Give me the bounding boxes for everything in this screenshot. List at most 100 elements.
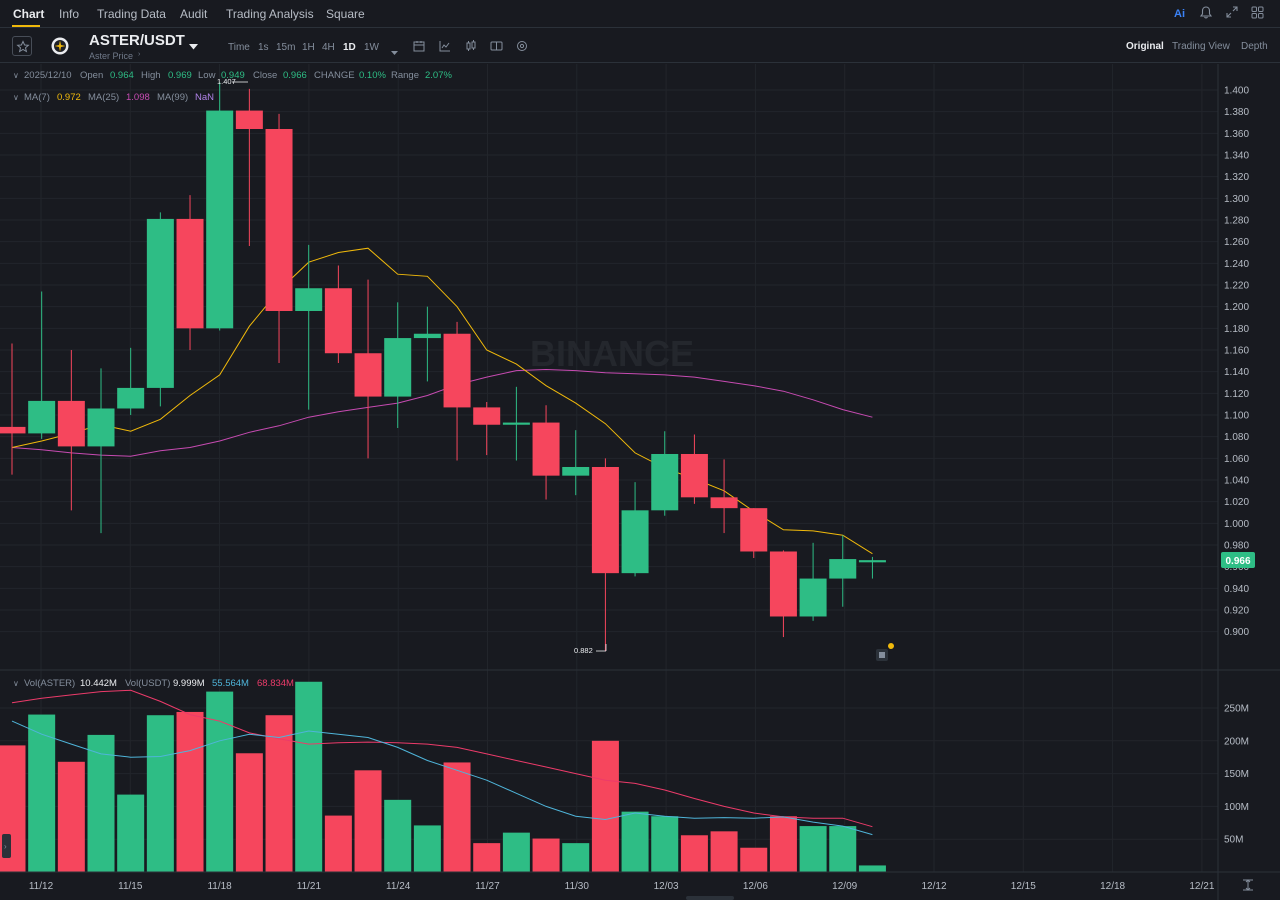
candle-body[interactable] [146,218,174,388]
candle-body[interactable] [858,560,886,563]
axis-scale-icon[interactable] [1243,879,1253,891]
volume-bar[interactable] [651,816,679,872]
volume-bar[interactable] [176,711,204,872]
candle-body[interactable] [176,218,204,329]
volume-bar[interactable] [28,714,56,872]
volume-bar[interactable] [799,826,827,872]
tab-square[interactable]: Square [326,7,365,21]
volume-bar[interactable] [413,825,441,872]
candle-body[interactable] [28,400,56,434]
layout-icon[interactable] [490,40,503,55]
tab-trading-analysis[interactable]: Trading Analysis [226,7,314,21]
volume-bar[interactable] [384,799,412,872]
volume-bar[interactable] [235,753,263,872]
interval-1d[interactable]: 1D [343,42,356,53]
vol-collapse-icon[interactable]: ∨ [13,679,19,688]
candle-body[interactable] [87,408,115,447]
expand-icon[interactable] [1226,6,1238,21]
candle-body[interactable] [591,466,619,574]
grid-icon[interactable] [1251,6,1264,22]
favorite-star-icon[interactable] [12,36,32,56]
interval-time[interactable]: Time [228,42,250,53]
interval-1h[interactable]: 1H [302,42,315,53]
volume-bar[interactable] [87,734,115,872]
candle-body[interactable] [829,559,857,579]
interval-dropdown-icon[interactable] [391,43,398,61]
price-chart[interactable]: BINANCE 1.4001.3801.3601.3401.3201.3001.… [0,64,1280,900]
event-badge-icon[interactable] [876,643,894,661]
volume-bar[interactable] [117,794,145,872]
volume-bar[interactable] [829,826,857,872]
view-original[interactable]: Original [1126,41,1164,52]
volume-bar[interactable] [265,715,293,872]
volume-bar[interactable] [354,770,382,872]
candle-body[interactable] [384,338,412,397]
tab-chart[interactable]: Chart [13,7,45,21]
candle-body[interactable] [443,333,471,408]
candle-body[interactable] [562,466,590,476]
bell-icon[interactable] [1199,6,1213,22]
interval-1s[interactable]: 1s [258,42,269,53]
volume-axis[interactable]: 250M 200M 150M 100M 50M [1224,704,1249,846]
time-tick-label: 12/03 [654,881,679,892]
candle-style-icon[interactable] [465,40,477,55]
volume-bar[interactable] [206,691,234,872]
interval-1w[interactable]: 1W [364,42,379,53]
volume-bar[interactable] [57,761,85,872]
candle-body[interactable] [235,110,263,129]
legend-collapse-icon[interactable]: ∨ [13,71,19,80]
volume-bar[interactable] [473,843,501,872]
candle-body[interactable] [680,453,708,498]
candle-body[interactable] [740,508,768,552]
volume-bar[interactable] [710,831,738,872]
candle-body[interactable] [621,510,649,574]
candle-body[interactable] [651,453,679,511]
candle-body[interactable] [0,426,26,434]
settings-icon[interactable] [516,40,528,55]
candle-body[interactable] [265,128,293,311]
volume-bar[interactable] [858,865,886,872]
interval-4h[interactable]: 4H [322,42,335,53]
volume-bar[interactable] [562,843,590,872]
candle-body[interactable] [295,288,323,311]
candle-body[interactable] [710,497,738,509]
candle-body[interactable] [413,333,441,339]
volume-bar[interactable] [443,762,471,872]
candle-body[interactable] [206,110,234,329]
vol-pane-collapse-button[interactable]: › [2,834,11,858]
candle-body[interactable] [532,422,560,476]
view-depth[interactable]: Depth [1241,41,1268,52]
volume-bar[interactable] [146,715,174,872]
volume-bar[interactable] [740,847,768,872]
volume-bar[interactable] [769,816,797,872]
indicator-icon[interactable] [439,40,451,55]
price-axis[interactable]: 1.400 1.380 1.360 1.340 1.320 1.300 1.280 1.260… [1224,86,1249,639]
candle-body[interactable] [324,288,352,354]
candle-body[interactable] [473,407,501,425]
view-trading-view[interactable]: Trading View [1172,41,1230,52]
volume-bar[interactable] [502,832,530,872]
pair-symbol[interactable]: ASTER/USDT [89,32,185,49]
volume-bar[interactable] [621,811,649,872]
volume-bar[interactable] [680,835,708,872]
candle-body[interactable] [799,578,827,617]
volume-bar[interactable] [295,681,323,872]
volume-bar[interactable] [532,838,560,872]
time-axis[interactable]: 11/12 11/15 11/18 11/21 11/24 11/27 11/30 12/03… [29,881,1215,892]
tab-audit[interactable]: Audit [180,7,208,21]
calendar-icon[interactable] [413,40,425,55]
tab-trading-data[interactable]: Trading Data [97,7,166,21]
scroll-handle[interactable] [686,896,734,900]
interval-15m[interactable]: 15m [276,42,296,53]
candle-body[interactable] [502,422,530,425]
candle-body[interactable] [354,353,382,397]
tab-info[interactable]: Info [59,7,80,21]
candle-body[interactable] [57,400,85,447]
candle-body[interactable] [769,551,797,617]
pair-dropdown-icon[interactable] [189,37,198,55]
volume-bar[interactable] [591,740,619,872]
ai-icon[interactable]: Ai [1174,8,1185,20]
candle-body[interactable] [117,387,145,409]
ma-collapse-icon[interactable]: ∨ [13,93,19,102]
volume-bar[interactable] [324,815,352,872]
